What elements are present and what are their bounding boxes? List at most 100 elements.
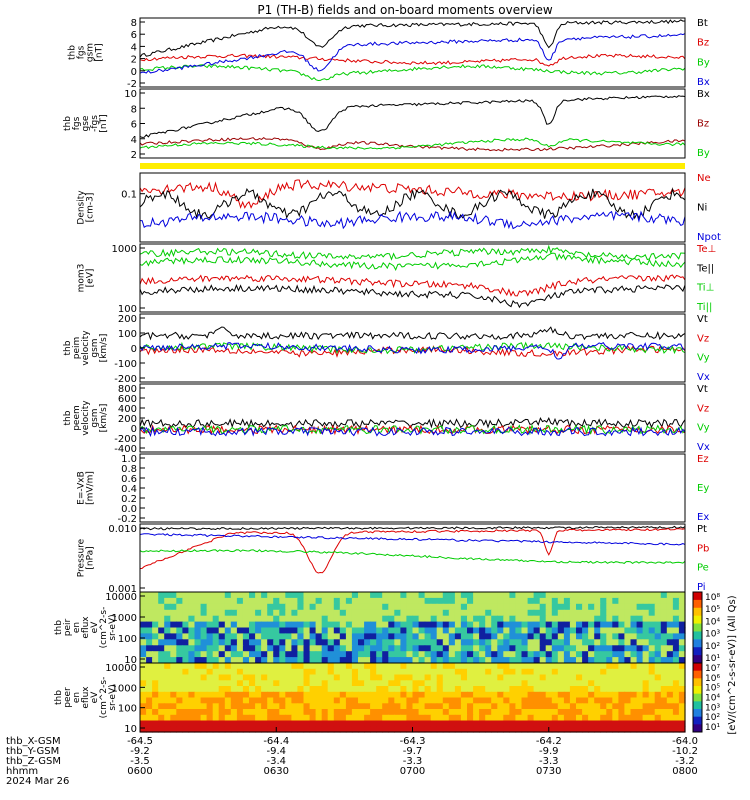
heatmap-cell (273, 651, 280, 658)
heatmap-cell (600, 633, 607, 640)
heatmap-cell (388, 603, 395, 611)
heatmap-cell (406, 621, 414, 629)
heatmap-cell (152, 691, 159, 699)
heatmap-cell (212, 663, 220, 670)
heatmap-cell (345, 663, 353, 670)
heatmap-cell (503, 691, 510, 699)
heatmap-cell (394, 686, 401, 693)
heatmap-cell (206, 663, 214, 670)
heatmap-cell (140, 709, 147, 716)
heatmap-cell (582, 680, 589, 687)
heatmap-cell (454, 597, 462, 605)
heatmap-cell (612, 633, 619, 640)
heatmap-cell (539, 651, 547, 658)
heatmap-cell (212, 627, 220, 634)
heatmap-cell (351, 663, 359, 670)
heatmap-cell (182, 651, 190, 658)
heatmap-cell (303, 621, 311, 629)
heatmap-cell (400, 697, 408, 704)
heatmap-cell (503, 621, 510, 629)
heatmap-cell (146, 703, 153, 710)
heatmap-cell (618, 703, 626, 710)
y-axis-label: [km/s] (99, 334, 109, 363)
heatmap-cell (236, 615, 244, 623)
heatmap-cell (672, 697, 680, 704)
heatmap-cell (636, 709, 644, 716)
heatmap-cell (491, 645, 498, 652)
heatmap-cell (194, 709, 202, 716)
heatmap-cell (364, 663, 371, 670)
heatmap-cell (473, 697, 480, 704)
heatmap-cell (321, 603, 329, 611)
heatmap-cell (321, 703, 329, 710)
heatmap-cell (339, 657, 347, 664)
heatmap-cell (509, 714, 517, 722)
heatmap-cell (309, 657, 317, 664)
series-line (139, 274, 686, 297)
heatmap-cell (479, 651, 486, 658)
heatmap-cell (448, 603, 456, 611)
heatmap-cell (436, 720, 444, 727)
heatmap-cell (370, 639, 377, 646)
heatmap-cell (460, 609, 468, 617)
colorbar-segment (693, 599, 702, 609)
heatmap-cell (152, 668, 159, 676)
heatmap-cell (218, 639, 226, 646)
heatmap-cell (545, 627, 553, 634)
heatmap-cell (267, 651, 274, 658)
heatmap-cell (261, 645, 268, 652)
heatmap-cell (588, 639, 595, 646)
heatmap-cell (249, 592, 256, 599)
heatmap-cell (194, 680, 202, 687)
heatmap-cell (152, 592, 159, 599)
heatmap-cell (588, 686, 595, 693)
heatmap-cell (527, 627, 535, 634)
heatmap-cell (194, 703, 202, 710)
heatmap-cell (582, 720, 589, 727)
heatmap-cell (648, 668, 656, 676)
heatmap-cell (648, 633, 656, 640)
heatmap-cell (333, 633, 341, 640)
heatmap-cell (273, 609, 280, 617)
y-tick-label: 10000 (105, 663, 137, 674)
heatmap-cell (230, 686, 238, 693)
heatmap-cell (358, 603, 365, 611)
heatmap-cell (569, 714, 577, 722)
heatmap-cell (321, 597, 329, 605)
heatmap-cell (491, 686, 498, 693)
heatmap-cell (660, 592, 668, 599)
heatmap-cell (339, 680, 347, 687)
heatmap-cell (170, 597, 177, 605)
heatmap-cell (315, 720, 323, 727)
heatmap-cell (309, 668, 317, 676)
heatmap-cell (285, 592, 292, 599)
heatmap-cell (158, 597, 165, 605)
heatmap-cell (309, 703, 317, 710)
heatmap-cell (345, 651, 353, 658)
y-axis-label: velocity (81, 330, 91, 366)
heatmap-cell (545, 633, 553, 640)
heatmap-cell (497, 597, 504, 605)
heatmap-cell (291, 663, 299, 670)
heatmap-cell (460, 709, 468, 716)
heatmap-cell (388, 609, 395, 617)
heatmap-cell (497, 703, 504, 710)
heatmap-cell (454, 686, 462, 693)
heatmap-cell (382, 645, 389, 652)
heatmap-cell (285, 703, 292, 710)
heatmap-cell (612, 709, 619, 716)
heatmap-cell (473, 645, 480, 652)
heatmap-cell (242, 651, 250, 658)
heatmap-cell (503, 603, 510, 611)
heatmap-cell (648, 691, 656, 699)
heatmap-cell (436, 609, 444, 617)
heatmap-cell (588, 603, 595, 611)
heatmap-cell (442, 720, 450, 727)
heatmap-cell (485, 686, 492, 693)
heatmap-cell (364, 651, 371, 658)
heatmap-cell (521, 726, 529, 733)
heatmap-cell (612, 663, 619, 670)
heatmap-cell (418, 592, 426, 599)
heatmap-cell (660, 709, 668, 716)
heatmap-cell (454, 674, 462, 681)
